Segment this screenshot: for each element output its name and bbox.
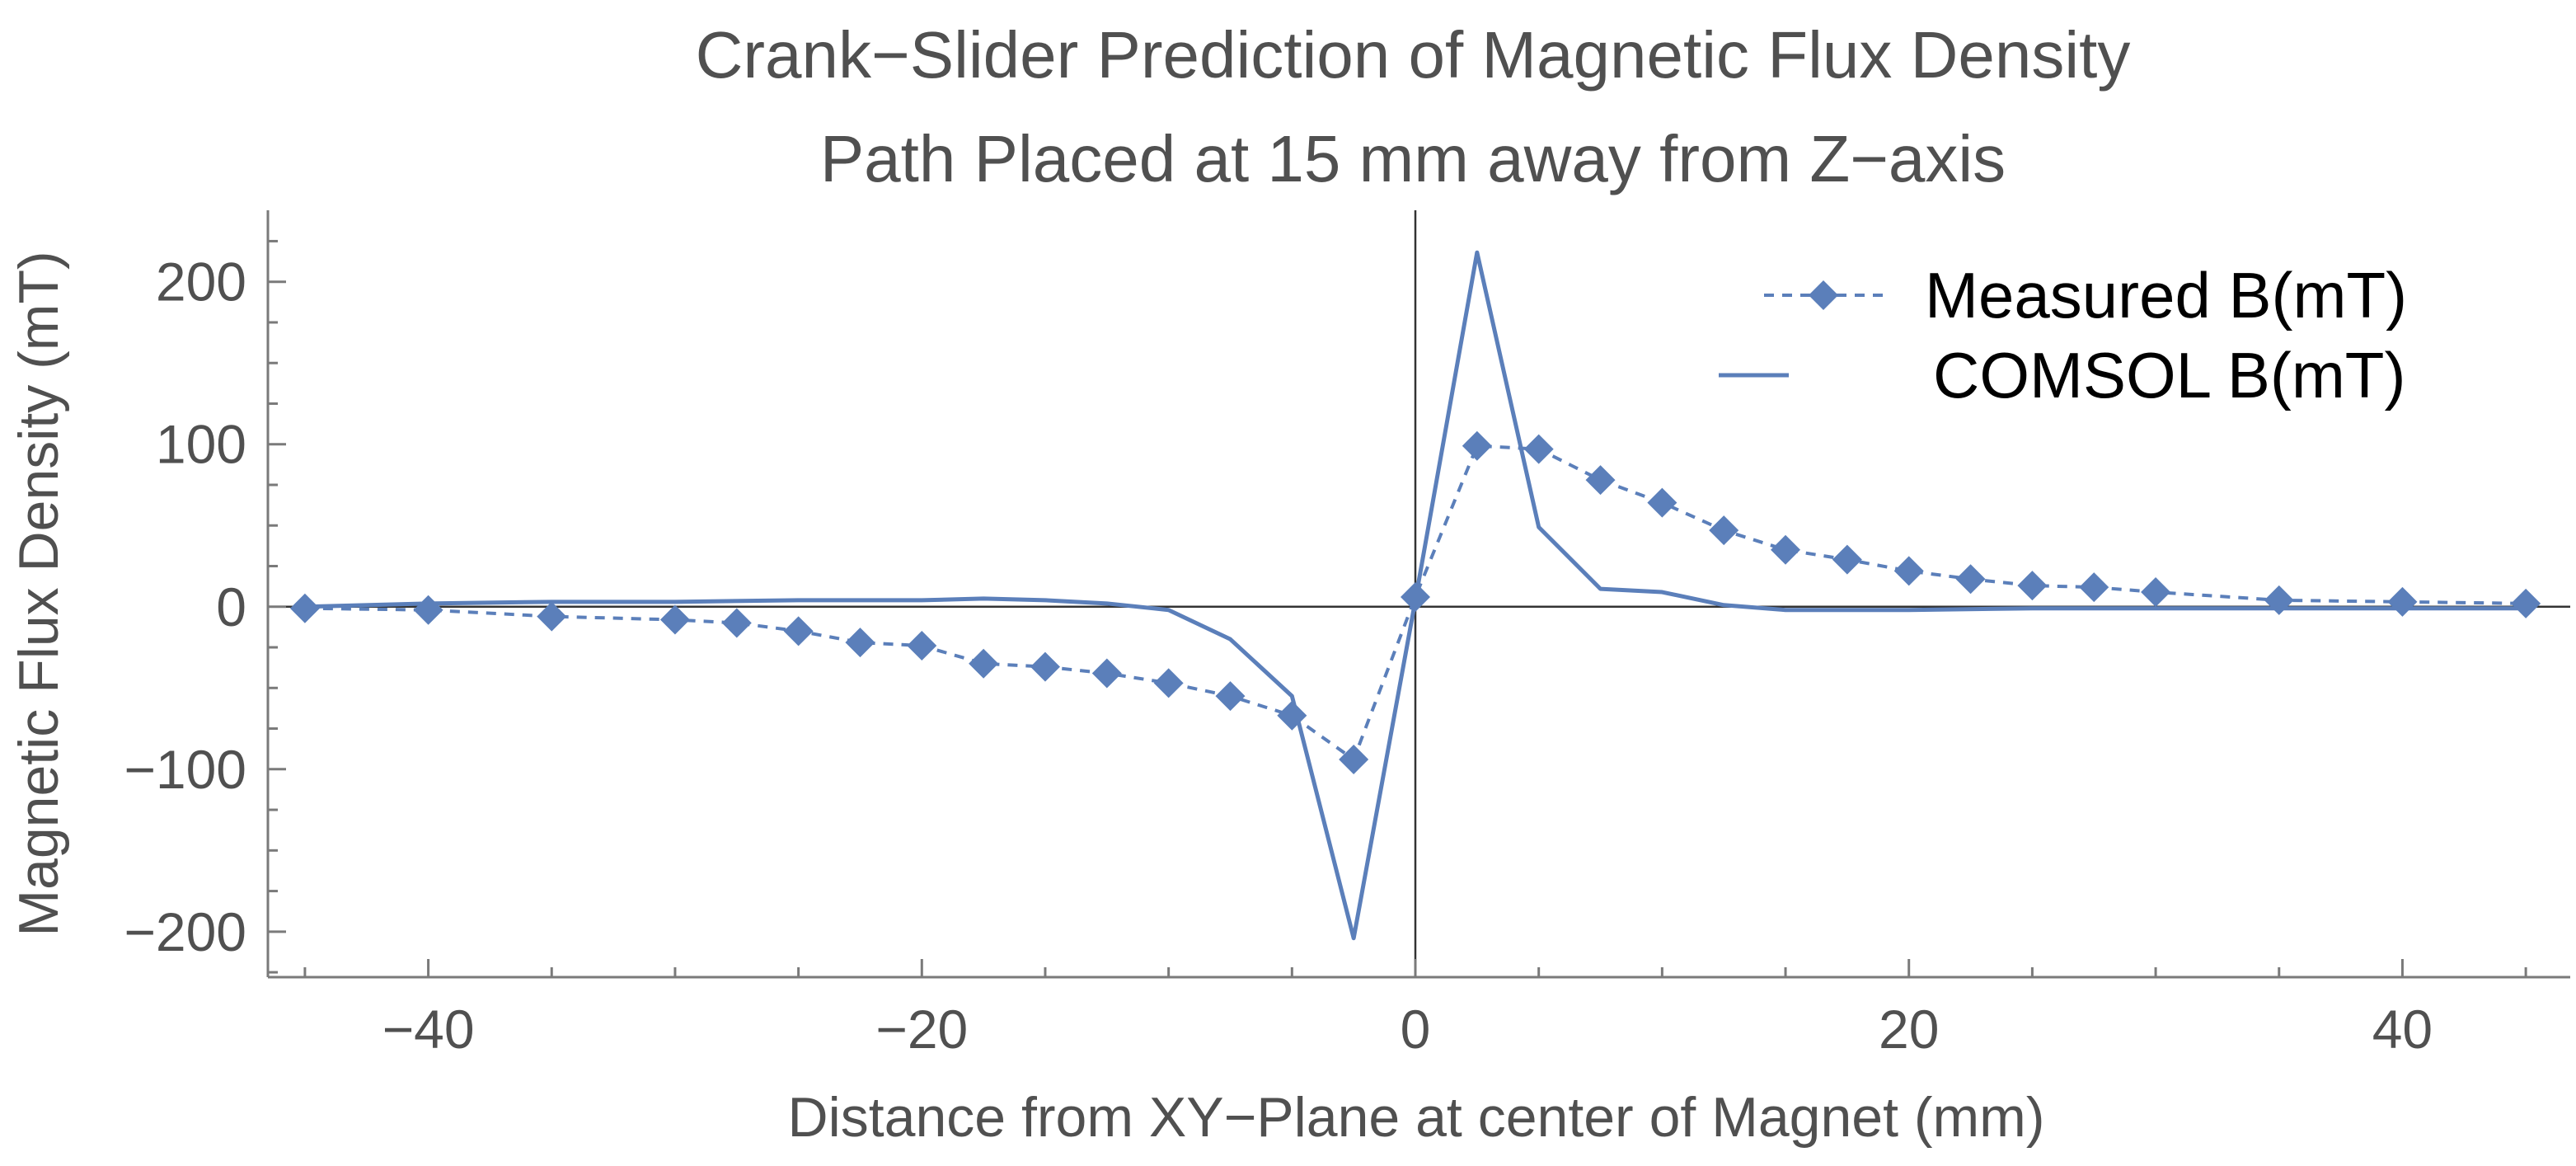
measured-point <box>413 595 443 625</box>
measured-point <box>1955 564 1986 595</box>
y-tick-label: −200 <box>124 901 246 962</box>
chart-title: Crank−Slider Prediction of Magnetic Flux… <box>696 18 2131 92</box>
comsol-series-line <box>304 250 2527 941</box>
x-tick-label: 0 <box>1401 999 1431 1060</box>
y-tick-label: 0 <box>216 576 246 637</box>
measured-point <box>783 616 814 646</box>
legend-measured-label: Measured B(mT) <box>1925 259 2407 331</box>
measured-point <box>1091 658 1122 689</box>
measured-point <box>2511 588 2541 618</box>
measured-point <box>969 648 999 679</box>
measured-point <box>659 604 690 635</box>
x-tick-label: −20 <box>875 999 968 1060</box>
measured-point <box>2141 577 2171 608</box>
x-tick-label: 40 <box>2372 999 2433 1060</box>
measured-point <box>721 608 752 638</box>
measured-point <box>537 601 567 632</box>
measured-point <box>1401 581 1431 612</box>
measured-point <box>1647 487 1677 518</box>
measured-point <box>1339 744 1369 774</box>
legend-measured-marker <box>1809 280 1838 310</box>
measured-point <box>1709 515 1739 546</box>
measured-point <box>2017 571 2048 601</box>
legend: Measured B(mT) COMSOL B(mT) <box>1719 259 2407 411</box>
measured-point <box>2387 586 2418 617</box>
measured-point <box>1215 681 1246 712</box>
y-tick-label: −100 <box>124 739 246 800</box>
measured-point <box>1462 430 1492 461</box>
measured-point <box>1030 651 1060 682</box>
x-tick-label: −40 <box>382 999 475 1060</box>
chart-subtitle: Path Placed at 15 mm away from Z−axis <box>820 122 2006 195</box>
y-tick-label: 100 <box>156 414 246 475</box>
legend-comsol-label: COMSOL B(mT) <box>1933 339 2405 411</box>
y-axis-label: Magnetic Flux Density (mT) <box>7 251 70 936</box>
measured-point <box>1893 556 1924 586</box>
plot-area <box>289 250 2541 941</box>
measured-point <box>2079 572 2109 603</box>
measured-point <box>1771 534 1801 565</box>
y-tick-label: 200 <box>156 252 246 313</box>
measured-point <box>1153 668 1184 698</box>
measured-point <box>1585 465 1616 496</box>
measured-point <box>1832 544 1862 575</box>
measured-point <box>907 631 937 661</box>
measured-point <box>1277 700 1307 731</box>
measured-point <box>845 628 875 658</box>
x-tick-label: 20 <box>1879 999 1939 1060</box>
measured-point <box>2264 585 2294 615</box>
measured-point <box>289 593 320 623</box>
measured-point <box>1523 434 1554 464</box>
x-axis-label: Distance from XY−Plane at center of Magn… <box>788 1086 2045 1149</box>
